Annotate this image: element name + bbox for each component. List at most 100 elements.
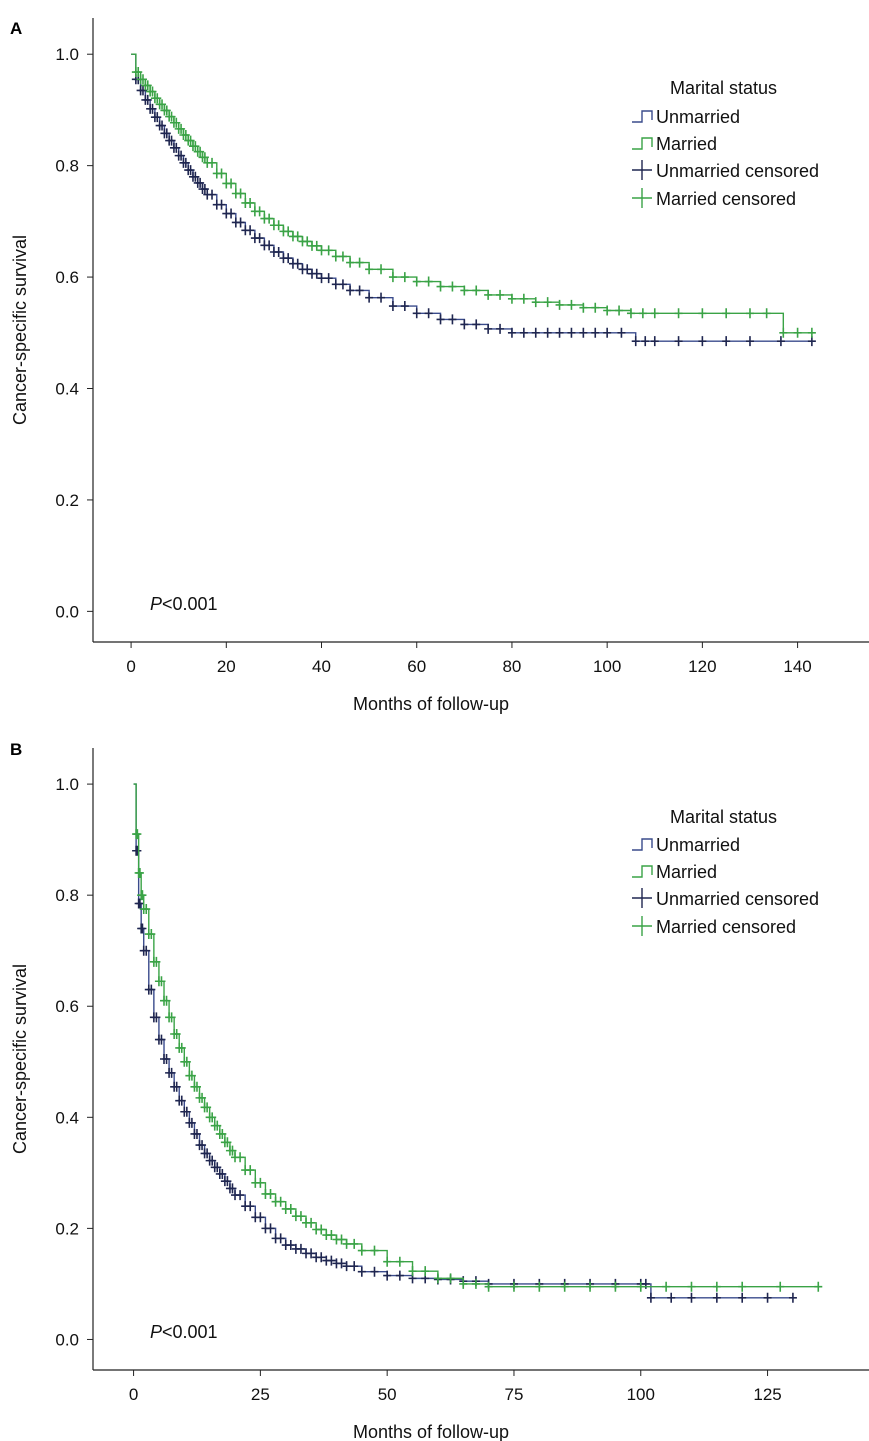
legend-title: Marital status (670, 78, 777, 98)
legend-title: Marital status (670, 807, 777, 827)
unmarried-censor-mark (196, 177, 205, 188)
unmarried-censor-mark (187, 1117, 196, 1128)
unmarried-censor-mark (177, 1095, 186, 1106)
x-tick-label: 80 (502, 657, 521, 676)
unmarried-censor-mark (646, 1292, 655, 1303)
unmarried-censor-mark (412, 308, 421, 319)
legend-censor-symbol (632, 888, 652, 908)
unmarried-censor-mark (236, 217, 245, 228)
married-censor-mark (509, 1281, 518, 1292)
married-censor-mark (147, 929, 156, 940)
legend-entry-label: Unmarried (656, 835, 740, 855)
unmarried-censor-mark (370, 1266, 379, 1277)
unmarried-censor-mark (395, 1270, 404, 1281)
married-censor-mark (674, 308, 683, 319)
unmarried-censor-mark (650, 336, 659, 347)
unmarried-censor-mark (153, 112, 162, 123)
y-tick-label: 1.0 (55, 45, 79, 64)
p-value-annotation: P<0.001 (150, 1322, 218, 1342)
unmarried-censor-mark (507, 327, 516, 338)
unmarried-censor-mark (246, 225, 255, 236)
married-censor-mark (377, 264, 386, 275)
y-tick-label: 0.6 (55, 268, 79, 287)
p-value-annotation: P<0.001 (150, 594, 218, 614)
x-tick-label: 50 (378, 1385, 397, 1404)
married-censor-mark (186, 135, 195, 146)
y-tick-label: 1.0 (55, 775, 79, 794)
legend-entry-label: Unmarried censored (656, 161, 819, 181)
married-censor-mark (395, 1256, 404, 1267)
married-censor-mark (567, 299, 576, 310)
married-censor-mark (162, 995, 171, 1006)
married-censor-mark (191, 141, 200, 152)
married-censor-mark (591, 302, 600, 313)
unmarried-censor-mark (722, 336, 731, 347)
unmarried-censor-mark (738, 1292, 747, 1303)
married-censor-mark (223, 1137, 232, 1148)
married-censor-mark (246, 197, 255, 208)
married-censor-mark (611, 1281, 620, 1292)
unmarried-censor-mark (182, 1106, 191, 1117)
married-censor-mark (307, 1217, 316, 1228)
unmarried-censor-mark (355, 285, 364, 296)
unmarried-censor-mark (324, 273, 333, 284)
x-tick-label: 75 (505, 1385, 524, 1404)
married-censor-mark (365, 264, 374, 275)
unmarried-censor-mark (763, 1292, 772, 1303)
unmarried-censor-mark (286, 1240, 295, 1251)
married-censor-mark (293, 231, 302, 242)
married-censor-mark (814, 1281, 823, 1292)
unmarried-censor-mark (167, 1067, 176, 1078)
unmarried-censor-mark (276, 1233, 285, 1244)
unmarried-censor-mark (142, 945, 151, 956)
married-censor-mark (324, 245, 333, 256)
panel-b: B 0.0 0.2 0.4 0.6 0.8 1.0 0 25 50 75 100 125 Months o… (10, 740, 869, 1441)
unmarried-censor-mark (255, 233, 264, 244)
married-censor-mark (187, 1070, 196, 1081)
married-censor-mark (807, 327, 816, 338)
x-tick-label: 100 (627, 1385, 655, 1404)
legend-entry-label: Unmarried censored (656, 889, 819, 909)
legend-entry-label: Unmarried (656, 107, 740, 127)
married-censor-mark (586, 1281, 595, 1292)
unmarried-censor-mark (484, 323, 493, 334)
y-tick-label: 0.0 (55, 602, 79, 621)
unmarried-censor-mark (567, 327, 576, 338)
married-censor-mark (531, 297, 540, 308)
married-censor-mark (256, 1177, 265, 1188)
married-censor-mark (274, 220, 283, 231)
x-tick-label: 0 (126, 657, 135, 676)
married-censor-mark (331, 251, 340, 262)
married-censor-mark (400, 272, 409, 283)
married-censor-mark (196, 146, 205, 157)
married-censor-mark (312, 240, 321, 251)
married-censor-mark (472, 285, 481, 296)
unmarried-censor-mark (162, 128, 171, 139)
unmarried-censor-mark (591, 327, 600, 338)
married-censor-mark (172, 117, 181, 128)
married-censor-mark (712, 1281, 721, 1292)
unmarried-censor-mark (327, 1255, 336, 1266)
panel-letter: A (10, 19, 22, 38)
y-tick-label: 0.0 (55, 1330, 79, 1349)
x-tick-label: 60 (407, 657, 426, 676)
x-tick-label: 140 (783, 657, 811, 676)
married-censor-mark (134, 67, 143, 78)
unmarried-censor-mark (317, 273, 326, 284)
y-axis-label: Cancer-specific survival (10, 235, 30, 425)
unmarried-censor-mark (198, 1140, 207, 1151)
married-censor-mark (342, 1238, 351, 1249)
unmarried-censor-mark (138, 85, 147, 96)
unmarried-censor-mark (191, 171, 200, 182)
married-censor-mark (133, 829, 142, 840)
unmarried-censor-mark (133, 845, 142, 856)
y-tick-label: 0.4 (55, 1108, 79, 1127)
unmarried-censor-mark (217, 199, 226, 210)
unmarried-censor-mark (674, 336, 683, 347)
married-censor-mark (138, 890, 147, 901)
unmarried-censor-mark (603, 327, 612, 338)
married-censor-mark (446, 1273, 455, 1284)
married-censor-mark (357, 1245, 366, 1256)
unmarried-censor-mark (436, 314, 445, 325)
unmarried-censor-mark (712, 1292, 721, 1303)
